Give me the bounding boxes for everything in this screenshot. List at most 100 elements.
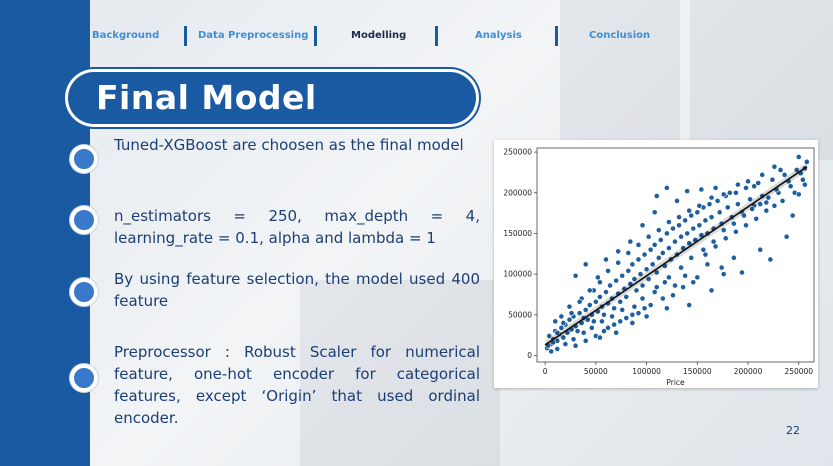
data-point (592, 298, 599, 305)
data-point (657, 237, 664, 243)
scatter-chart: 0 50000 100000 150000 200000 250000 0 50000 1000… (503, 147, 815, 387)
plot-frame (536, 147, 815, 363)
data-point (629, 311, 636, 318)
data-point (631, 303, 638, 310)
data-point (601, 311, 607, 318)
data-point (588, 324, 595, 331)
data-point (793, 167, 800, 173)
data-point (582, 337, 589, 344)
data-point (783, 233, 790, 240)
data-point (696, 222, 703, 229)
data-point (615, 259, 622, 266)
data-point (572, 342, 579, 349)
data-point (645, 233, 652, 240)
nav-item-analysis[interactable]: Analysis (475, 30, 522, 41)
data-point (743, 184, 749, 191)
data-point (696, 202, 703, 209)
data-point (554, 329, 561, 336)
data-point (633, 287, 640, 294)
nav-item-data-preprocessing[interactable]: Data Preprocessing (198, 30, 309, 41)
data-point (617, 298, 624, 305)
data-point (799, 176, 806, 183)
data-point (781, 171, 788, 178)
bullet-text-feature-selection: By using feature selection, the model us… (114, 270, 480, 310)
data-point (718, 264, 725, 271)
data-point (666, 274, 672, 281)
data-point (779, 197, 786, 204)
data-point (651, 289, 658, 295)
data-point (722, 235, 729, 242)
data-point (710, 238, 717, 245)
nav-separator (435, 26, 438, 46)
bullet-text-preprocessor: Preprocessor : Robust Scaler for numeric… (114, 343, 480, 427)
data-point (706, 201, 713, 208)
data-point (613, 277, 620, 284)
data-point (601, 328, 607, 334)
data-point (562, 341, 569, 347)
data-point (611, 321, 618, 328)
data-point (735, 181, 741, 188)
data-point (635, 241, 642, 248)
bullet-marker (70, 364, 98, 392)
data-point (680, 284, 687, 291)
data-point (686, 302, 693, 308)
data-point (597, 294, 603, 300)
data-point (641, 305, 648, 312)
title-banner: Final Model (68, 72, 476, 124)
data-point (629, 320, 636, 326)
background-photo-panel (300, 280, 500, 466)
data-point (580, 329, 587, 336)
data-point (554, 346, 561, 352)
data-point (666, 219, 672, 225)
data-point (631, 276, 638, 282)
data-point (803, 158, 810, 165)
data-point (732, 228, 739, 235)
data-point (745, 178, 751, 185)
data-point (576, 310, 583, 317)
slide-number: 22 (786, 424, 800, 437)
x-tick-label: 100000 (632, 367, 661, 376)
nav-item-modelling[interactable]: Modelling (351, 30, 407, 41)
data-point (548, 348, 555, 355)
data-point (651, 209, 658, 216)
data-point (690, 225, 697, 232)
data-point (655, 254, 662, 261)
nav-item-conclusion[interactable]: Conclusion (589, 30, 651, 41)
data-point (661, 279, 668, 286)
data-point (767, 256, 774, 263)
scatter-chart-card: 0 50000 100000 150000 200000 250000 0 50000 1000… (494, 140, 818, 388)
data-point (694, 209, 701, 216)
data-point (615, 248, 622, 255)
data-point (678, 264, 684, 271)
bullet-text-hyperparameters: n_estimators = 250, max_depth = 4, learn… (114, 207, 480, 247)
data-point (672, 238, 678, 245)
data-point (708, 287, 715, 294)
nav-item-background[interactable]: Background (92, 30, 160, 41)
y-tick-label: 50000 (508, 310, 532, 319)
data-point (617, 318, 624, 325)
y-tick-label: 200000 (503, 188, 532, 197)
data-point (787, 183, 794, 190)
data-point (605, 267, 611, 274)
data-point (694, 274, 701, 281)
data-point (582, 261, 589, 268)
data-point (795, 191, 802, 198)
data-point (684, 188, 691, 195)
data-point (607, 282, 613, 289)
data-point (663, 230, 670, 237)
data-point (653, 193, 660, 199)
data-point (619, 272, 626, 279)
data-point (635, 310, 642, 317)
data-point (659, 250, 666, 256)
data-point (552, 318, 559, 325)
data-point (653, 284, 660, 291)
data-point (647, 302, 654, 308)
data-point (670, 225, 676, 232)
data-point (576, 298, 583, 305)
data-point (730, 254, 737, 261)
data-point (651, 241, 658, 248)
data-point (647, 246, 654, 253)
data-point (690, 279, 697, 286)
nav-separator (555, 26, 558, 46)
data-point (755, 180, 762, 186)
